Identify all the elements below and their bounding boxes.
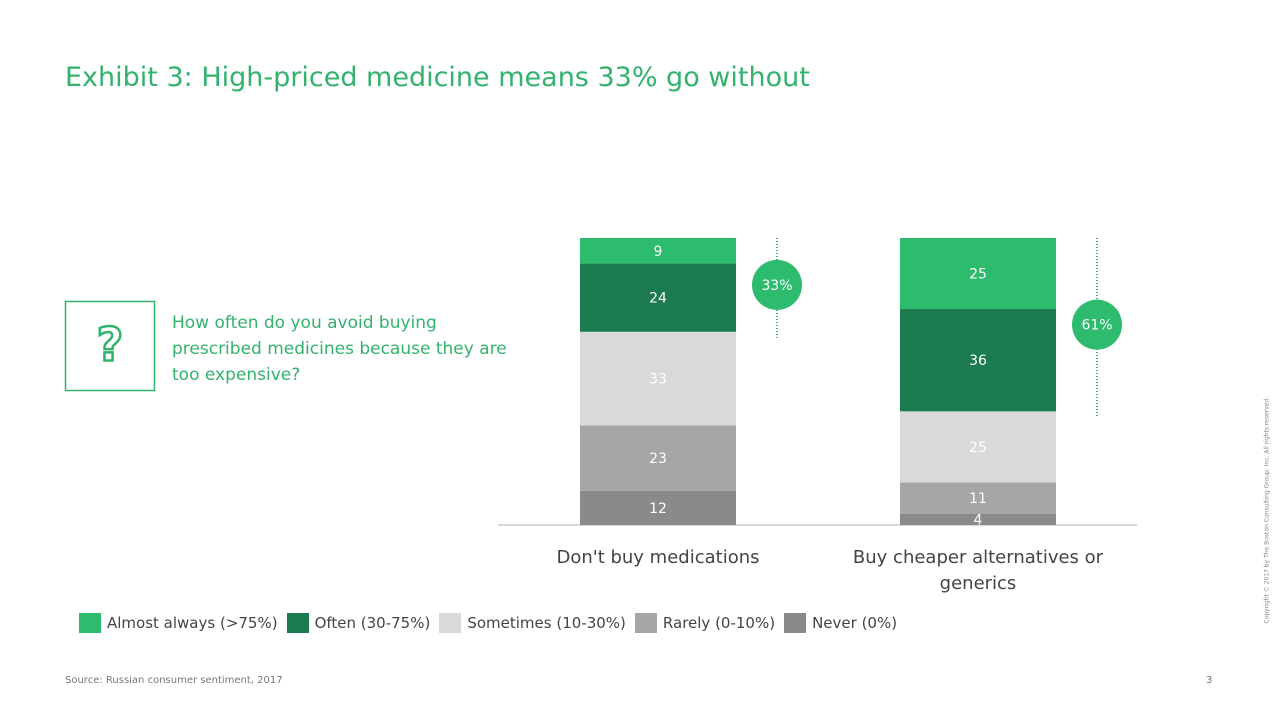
- bar-segment: [580, 238, 736, 264]
- legend-item: Never (0%): [784, 613, 897, 633]
- bar-segment: [580, 490, 736, 525]
- value-label: 36: [969, 353, 987, 369]
- value-label: 24: [649, 291, 667, 307]
- legend-label: Often (30-75%): [314, 614, 431, 632]
- legend-label: Almost always (>75%): [107, 614, 278, 632]
- bar-segment: [900, 238, 1056, 310]
- question-box: [64, 300, 156, 392]
- legend-swatch: [634, 613, 657, 633]
- legend-label: Never (0%): [812, 614, 898, 632]
- bar-segment: [580, 263, 736, 332]
- value-label: 9: [654, 244, 663, 260]
- bar-segment: [900, 513, 1056, 525]
- legend-label: Rarely (0-10%): [662, 614, 776, 632]
- value-label: 33: [649, 372, 667, 388]
- legend-swatch: [79, 613, 101, 633]
- legend-swatch: [439, 613, 462, 633]
- value-label: 12: [649, 501, 667, 517]
- legend-swatch: [784, 613, 807, 633]
- bar-segment: [900, 309, 1056, 412]
- legend-item: Sometimes (10-30%): [439, 613, 626, 633]
- annotation-circle: [752, 259, 802, 310]
- value-label: 11: [969, 491, 987, 507]
- bar-segment: [900, 482, 1056, 514]
- value-label: 4: [974, 512, 983, 528]
- question-icon: ?: [97, 318, 124, 372]
- bar-segment: [580, 331, 736, 426]
- bar-segment: [900, 411, 1056, 483]
- legend-item: Almost always (>75%): [79, 613, 278, 633]
- category-label: Don't buy medications: [556, 547, 760, 568]
- title: Exhibit 3: High-priced medicine means 33…: [65, 62, 810, 93]
- annotation: 33%: [761, 278, 792, 294]
- value-label: 23: [649, 451, 667, 467]
- value-label: 25: [969, 440, 987, 456]
- source: Source: Russian consumer sentiment, 2017: [65, 675, 283, 686]
- legend-label: Sometimes (10-30%): [467, 614, 626, 632]
- page-number: 3: [1206, 675, 1213, 686]
- legend-swatch: [286, 613, 309, 633]
- category-label: Buy cheaper alternatives or generics: [852, 547, 1104, 594]
- question: How often do you avoid buying prescribed…: [172, 313, 507, 385]
- annotation: 61%: [1081, 318, 1112, 334]
- bar-segment: [580, 425, 736, 491]
- legend-item: Rarely (0-10%): [634, 613, 776, 633]
- legend-item: Often (30-75%): [286, 613, 431, 633]
- legend: Almost always (>75%) Often (30-75%) Someti…: [79, 613, 906, 633]
- annotation-circle: [1072, 299, 1122, 350]
- copyright: Copyright © 2017 by The Boston Consultin…: [1263, 396, 1271, 624]
- value-label: 25: [969, 267, 987, 283]
